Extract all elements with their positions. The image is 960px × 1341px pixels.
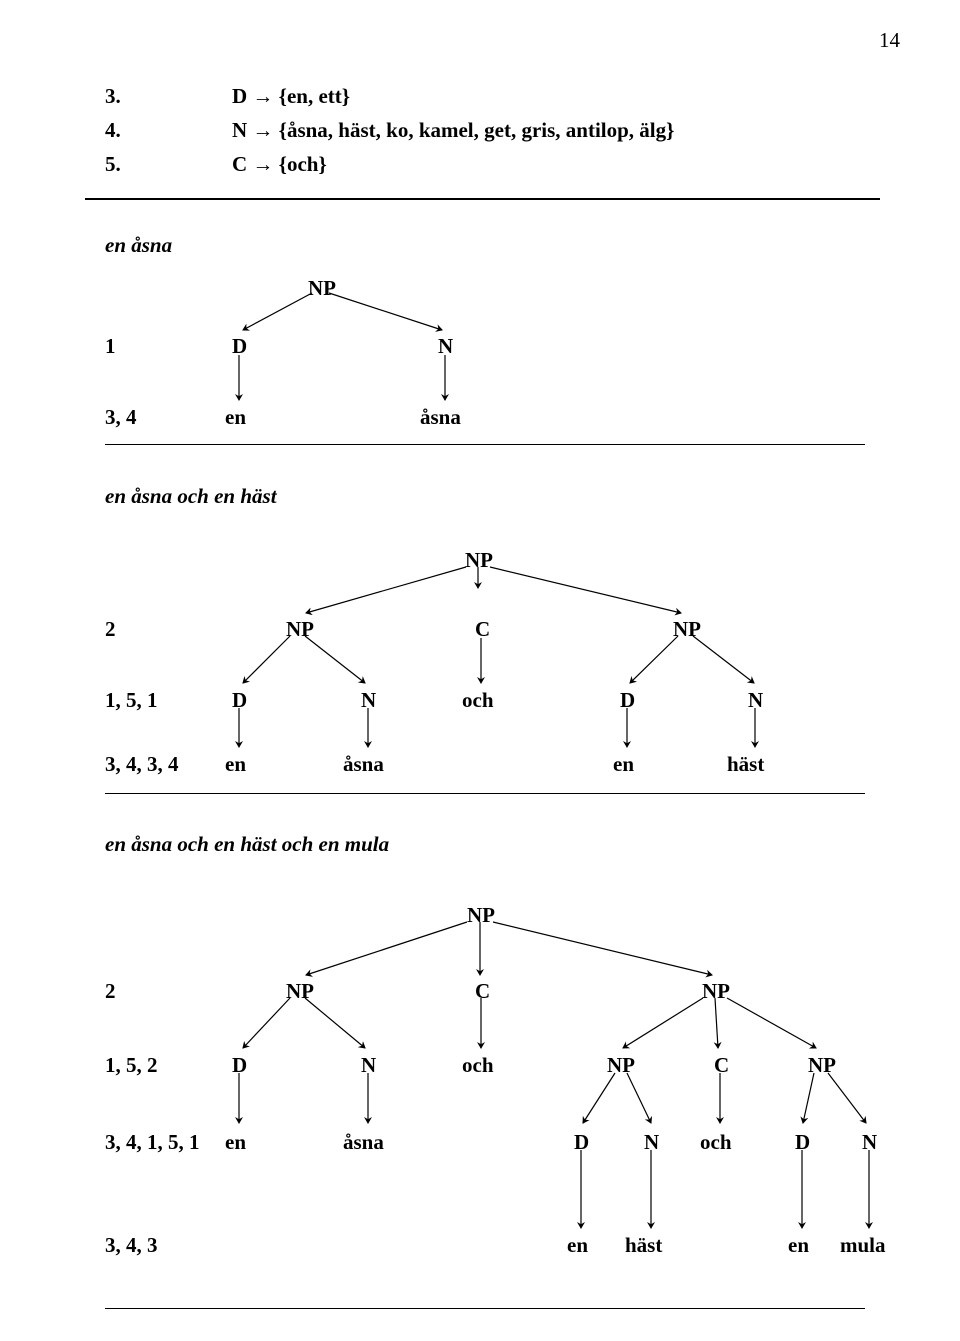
tree-node: D	[232, 1053, 247, 1078]
tree-node: NP	[465, 548, 493, 573]
tree-node: N	[361, 688, 376, 713]
tree-node: D	[574, 1130, 589, 1155]
rule-3-body: D → {en, ett}	[232, 84, 350, 109]
tree-caption: en åsna	[105, 233, 172, 258]
tree-edge	[329, 293, 442, 330]
tree-node: och	[462, 1053, 494, 1078]
tree-node: C	[714, 1053, 729, 1078]
tree-node: NP	[467, 903, 495, 928]
derivation-step-label: 1, 5, 2	[105, 1053, 158, 1078]
rule-4-number: 4.	[105, 118, 121, 143]
tree-node: och	[700, 1130, 732, 1155]
tree-node: NP	[808, 1053, 836, 1078]
tree-node: D	[795, 1130, 810, 1155]
tree-edge	[803, 1073, 814, 1123]
tree-node: häst	[625, 1233, 662, 1258]
tree-node: NP	[286, 979, 314, 1004]
tree-node: åsna	[343, 1130, 384, 1155]
divider	[105, 793, 865, 794]
tree-node: D	[620, 688, 635, 713]
tree-edge	[305, 636, 365, 683]
tree-node: C	[475, 617, 490, 642]
tree-edge	[490, 567, 681, 613]
tree-node: NP	[702, 979, 730, 1004]
derivation-step-label: 2	[105, 979, 116, 1004]
rule-5-body: C → {och}	[232, 152, 327, 177]
tree-node: D	[232, 688, 247, 713]
tree-node: en	[788, 1233, 809, 1258]
rule-3-number: 3.	[105, 84, 121, 109]
divider	[105, 1308, 865, 1309]
derivation-step-label: 3, 4, 1, 5, 1	[105, 1130, 200, 1155]
derivation-step-label: 2	[105, 617, 116, 642]
tree-node: NP	[673, 617, 701, 642]
tree-edge	[243, 998, 290, 1048]
page: 14 3. D → {en, ett} 4. N → {åsna, häst, …	[0, 0, 960, 1341]
derivation-step-label: 3, 4, 3, 4	[105, 752, 179, 777]
tree-node: N	[438, 334, 453, 359]
tree-node: en	[225, 1130, 246, 1155]
tree-node: NP	[308, 276, 336, 301]
tree-edge	[583, 1073, 615, 1123]
tree-node: en	[567, 1233, 588, 1258]
tree-node: C	[475, 979, 490, 1004]
derivation-step-label: 3, 4, 3	[105, 1233, 158, 1258]
tree-edge	[243, 636, 290, 683]
tree-node: häst	[727, 752, 764, 777]
tree-node: och	[462, 688, 494, 713]
tree-node: D	[232, 334, 247, 359]
divider	[105, 444, 865, 445]
tree-edge	[623, 998, 703, 1048]
tree-node: åsna	[343, 752, 384, 777]
rule-5-number: 5.	[105, 152, 121, 177]
tree-node: en	[225, 405, 246, 430]
tree-edge	[305, 998, 365, 1048]
page-number: 14	[879, 28, 900, 53]
tree-edge	[627, 1073, 651, 1123]
tree-node: N	[748, 688, 763, 713]
tree-edge	[493, 922, 712, 975]
tree-edge	[715, 998, 718, 1048]
tree-edge	[693, 636, 754, 683]
tree-node: en	[225, 752, 246, 777]
tree-node: en	[613, 752, 634, 777]
tree-edge	[828, 1073, 866, 1123]
divider	[85, 198, 880, 200]
tree-node: N	[644, 1130, 659, 1155]
tree-node: N	[862, 1130, 877, 1155]
tree-edge	[243, 293, 312, 330]
derivation-step-label: 3, 4	[105, 405, 137, 430]
tree-caption: en åsna och en häst	[105, 484, 277, 509]
tree-node: mula	[840, 1233, 886, 1258]
tree-edge	[630, 636, 678, 683]
derivation-step-label: 1, 5, 1	[105, 688, 158, 713]
tree-node: åsna	[420, 405, 461, 430]
tree-node: N	[361, 1053, 376, 1078]
tree-caption: en åsna och en häst och en mula	[105, 832, 389, 857]
rule-4-body: N → {åsna, häst, ko, kamel, get, gris, a…	[232, 118, 674, 143]
tree-edge	[727, 998, 816, 1048]
tree-edge	[306, 567, 466, 613]
tree-edge	[306, 922, 467, 975]
tree-node: NP	[607, 1053, 635, 1078]
derivation-step-label: 1	[105, 334, 116, 359]
tree-node: NP	[286, 617, 314, 642]
